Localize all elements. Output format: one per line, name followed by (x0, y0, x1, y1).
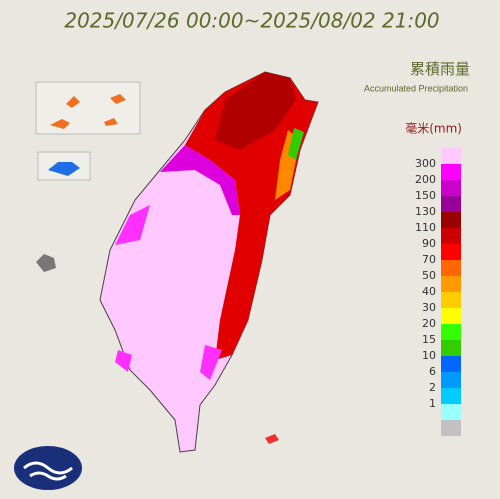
legend-label: 6 (429, 365, 436, 378)
inset-island (48, 162, 80, 176)
logo-mark (23, 461, 73, 481)
legend-swatch (441, 196, 461, 212)
legend-swatch (441, 324, 461, 340)
legend-swatch (441, 164, 461, 180)
legend-label: 10 (422, 349, 436, 362)
legend-label: 110 (415, 221, 436, 234)
legend-label: 90 (422, 237, 436, 250)
legend-swatch (441, 420, 461, 436)
legend-swatch (441, 148, 461, 164)
rain-area (115, 205, 222, 380)
legend-swatch (441, 308, 461, 324)
legend-label: 1 (429, 397, 436, 410)
legend-swatch (441, 388, 461, 404)
legend-label: 50 (422, 269, 436, 282)
legend-label: 30 (422, 301, 436, 314)
legend-label: 70 (422, 253, 436, 266)
inset-islands (50, 94, 126, 129)
map-subtitle: Accumulated Precipitation (364, 83, 468, 93)
legend-swatch (441, 260, 461, 276)
legend-swatch (441, 340, 461, 356)
title: 2025/07/26 00:00~2025/08/02 21:00 (64, 9, 439, 33)
inset-box (35, 81, 141, 135)
legend-swatch (441, 292, 461, 308)
legend-label: 200 (415, 173, 436, 186)
legend-swatch (441, 212, 461, 228)
heavy-rain-core (215, 72, 296, 150)
map-title: 累積雨量 (410, 60, 470, 78)
rain-area (288, 128, 304, 160)
penghu (36, 254, 56, 272)
legend-label: 20 (422, 317, 436, 330)
legend-swatch (441, 276, 461, 292)
legend-swatch (441, 180, 461, 196)
legend-swatch (441, 372, 461, 388)
unit-label: 毫米(mm) (405, 121, 462, 136)
legend-label: 130 (415, 205, 436, 218)
legend-swatch (441, 244, 461, 260)
legend-swatch (441, 356, 461, 372)
legend-label: 15 (422, 333, 436, 346)
legend-swatch (441, 404, 461, 420)
legend-label: 40 (422, 285, 436, 298)
legend-swatch (441, 228, 461, 244)
rain-area (160, 145, 240, 215)
legend-label: 2 (429, 381, 436, 394)
legend-label: 150 (415, 189, 436, 202)
legend-label: 300 (415, 157, 436, 170)
orchid-island (265, 434, 279, 444)
legend: 300 200 150 130 110 90 70 50 40 30 20 15 10 6 2 1 (415, 148, 461, 436)
